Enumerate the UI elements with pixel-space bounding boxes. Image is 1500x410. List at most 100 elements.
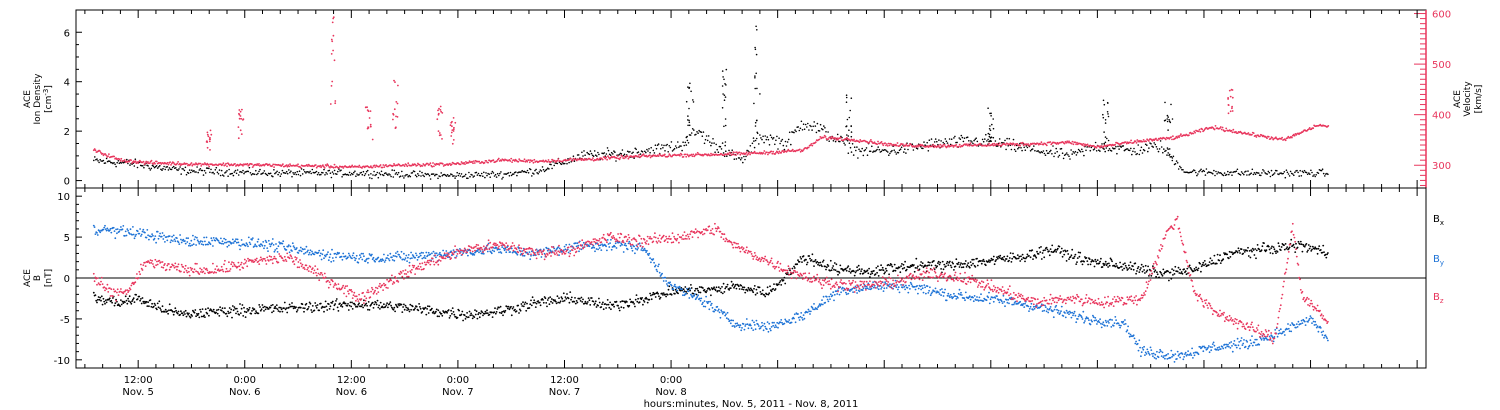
density-spike-point — [845, 101, 848, 103]
velocity-point — [940, 146, 942, 149]
velocity-point — [998, 142, 1001, 145]
velocity-spike-point — [1231, 107, 1233, 110]
bx-point — [772, 288, 775, 290]
bx-point — [188, 312, 190, 315]
by-point — [275, 243, 277, 245]
density-spike-point — [688, 121, 691, 124]
bx-point — [1120, 265, 1123, 268]
bx-point — [1219, 262, 1222, 264]
bx-point — [713, 286, 715, 289]
velocity-point — [1259, 135, 1261, 138]
bx-point — [1247, 246, 1249, 249]
density-point — [380, 170, 383, 173]
density-point — [253, 173, 256, 176]
by-point — [351, 254, 354, 257]
bx-point — [1076, 257, 1079, 259]
density-point — [393, 169, 396, 172]
bx-point — [456, 316, 459, 319]
density-point — [1305, 171, 1308, 174]
density-point — [765, 138, 768, 141]
bx-point — [401, 311, 404, 313]
by-point — [360, 252, 363, 255]
density-point — [1310, 169, 1312, 172]
velocity-point — [546, 161, 549, 163]
density-point — [597, 151, 599, 154]
density-spike-point — [846, 118, 849, 121]
bx-point — [441, 314, 444, 317]
density-point — [660, 147, 662, 150]
by-point — [355, 257, 357, 260]
by-point — [415, 252, 417, 255]
velocity-point — [371, 166, 374, 169]
density-point — [770, 136, 773, 139]
density-point — [439, 175, 441, 178]
bx-point — [290, 305, 293, 308]
bx-point — [267, 308, 270, 310]
bx-point — [264, 308, 267, 311]
density-spike-point — [1166, 120, 1169, 123]
velocity-point — [1145, 140, 1148, 143]
by-point — [261, 244, 264, 247]
bx-point — [562, 292, 565, 295]
by-point — [223, 237, 226, 240]
density-spike-point — [1166, 114, 1169, 117]
bx-point — [1316, 252, 1319, 255]
density-point — [1157, 150, 1160, 153]
velocity-point — [449, 162, 451, 165]
velocity-spike-point — [1228, 89, 1231, 92]
bx-point — [1039, 251, 1042, 254]
by-point — [379, 258, 382, 261]
density-point — [362, 170, 365, 173]
bx-point — [124, 301, 126, 304]
bx-point — [1104, 263, 1106, 265]
bx-point — [613, 305, 615, 308]
density-point — [751, 142, 754, 145]
bx-point — [145, 300, 148, 303]
bx-point — [1045, 246, 1048, 249]
bx-point — [438, 315, 440, 318]
density-point — [160, 168, 162, 171]
density-point — [409, 175, 412, 178]
by-point — [297, 252, 300, 254]
density-point — [1110, 150, 1113, 152]
density-point — [1079, 151, 1082, 153]
bx-point — [532, 301, 535, 304]
bx-point — [413, 308, 416, 311]
velocity-point — [811, 144, 814, 147]
velocity-point — [429, 162, 432, 165]
density-point — [288, 169, 290, 171]
bx-point — [1279, 249, 1282, 252]
by-point — [161, 232, 164, 234]
bx-point — [510, 305, 512, 308]
velocity-point — [100, 151, 102, 154]
bx-point — [1009, 252, 1012, 255]
bx-point — [128, 295, 131, 298]
density-point — [1201, 170, 1203, 173]
density-point — [711, 142, 713, 144]
bx-point — [221, 307, 224, 310]
velocity-point — [483, 161, 486, 164]
density-point — [1285, 169, 1288, 171]
bx-point — [240, 307, 243, 310]
bx-point — [1132, 268, 1135, 271]
velocity-point — [592, 157, 594, 160]
bx-point — [1123, 267, 1125, 270]
velocity-point — [333, 163, 336, 166]
density-point — [162, 167, 164, 170]
density-spike-point — [1168, 118, 1170, 121]
density-point — [228, 168, 230, 171]
velocity-point — [500, 159, 503, 162]
bx-point — [227, 310, 230, 313]
density-axis-title-3: [cm-3] — [42, 85, 54, 113]
velocity-point — [1213, 128, 1216, 131]
density-point — [257, 172, 259, 175]
bx-point — [1178, 272, 1181, 274]
bx-point — [363, 299, 365, 302]
density-point — [120, 162, 123, 164]
bx-point — [677, 292, 679, 295]
bx-point — [899, 271, 902, 274]
by-point — [384, 259, 387, 262]
density-point — [1223, 172, 1226, 174]
by-point — [173, 238, 176, 241]
velocity-point — [285, 164, 288, 167]
